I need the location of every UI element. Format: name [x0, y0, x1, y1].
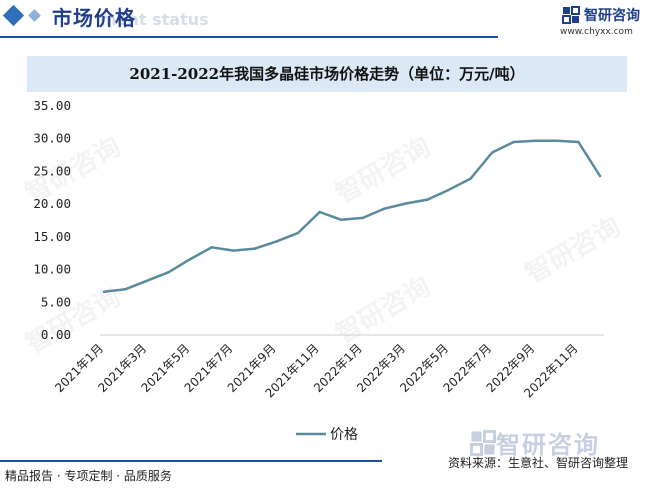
data-point — [340, 218, 343, 222]
chart-title-band — [27, 56, 627, 92]
data-point — [189, 257, 192, 261]
data-point — [598, 174, 602, 178]
data-point — [318, 210, 321, 214]
data-point — [296, 231, 300, 235]
y-tick-label: 35.00 — [33, 98, 71, 113]
legend: 价格 — [296, 427, 358, 443]
data-point — [124, 288, 127, 291]
data-point — [210, 246, 214, 249]
header-faint-text: ment status — [100, 10, 209, 29]
page-title: 市场价格 — [52, 6, 136, 30]
chart-title: 2021-2022年我国多晶硅市场价格走势（单位：万元/吨） — [129, 65, 525, 83]
series-points — [102, 139, 602, 294]
y-tick-label: 0.00 — [41, 327, 71, 342]
y-tick-label: 25.00 — [33, 163, 71, 178]
data-point — [469, 177, 472, 180]
brand-url: www.chyxx.com — [560, 27, 633, 37]
footer-slogan: 精品报告 · 专项定制 · 品质服务 — [5, 469, 172, 483]
data-point — [426, 198, 429, 201]
data-point — [253, 247, 257, 250]
y-tick-label: 10.00 — [33, 262, 71, 277]
y-axis: 0.00 5.00 10.00 15.00 20.00 25.00 30.00 35.00 — [33, 98, 71, 342]
brand-mark-icon — [562, 6, 580, 24]
data-point — [383, 207, 386, 210]
footer-brand-icon — [470, 429, 496, 456]
footer-brand-name: 智研咨询 — [496, 431, 600, 459]
page-header: ment status 市场价格 智研咨询 www.chyxx.com — [0, 0, 648, 50]
y-tick-label: 5.00 — [41, 294, 71, 309]
brand-logo: 智研咨询 — [562, 5, 640, 25]
data-point — [102, 290, 106, 294]
legend-label: 价格 — [330, 427, 358, 443]
y-tick-label: 30.00 — [33, 131, 71, 146]
data-point — [145, 279, 149, 282]
x-axis: 2021年1月2021年3月2021年5月2021年7月2021年9月2021年… — [52, 334, 604, 400]
data-point — [490, 151, 494, 154]
data-point — [167, 270, 170, 274]
header-divider — [0, 36, 498, 38]
brand-name: 智研咨询 — [584, 8, 640, 24]
y-tick-label: 20.00 — [33, 196, 71, 211]
data-point — [404, 202, 408, 205]
data-point — [534, 139, 537, 142]
footer-brand: 智研咨询 — [470, 425, 600, 460]
data-point — [275, 240, 278, 243]
y-tick-label: 15.00 — [33, 229, 71, 244]
data-point — [232, 249, 235, 252]
data-point — [361, 216, 364, 220]
data-point — [555, 139, 559, 142]
footer-divider — [0, 460, 382, 462]
data-source: 资料来源：生意社、智研咨询整理 — [448, 456, 629, 470]
data-point — [577, 140, 580, 144]
data-point — [447, 188, 451, 191]
data-point — [512, 140, 515, 144]
series-line-price — [102, 139, 602, 294]
